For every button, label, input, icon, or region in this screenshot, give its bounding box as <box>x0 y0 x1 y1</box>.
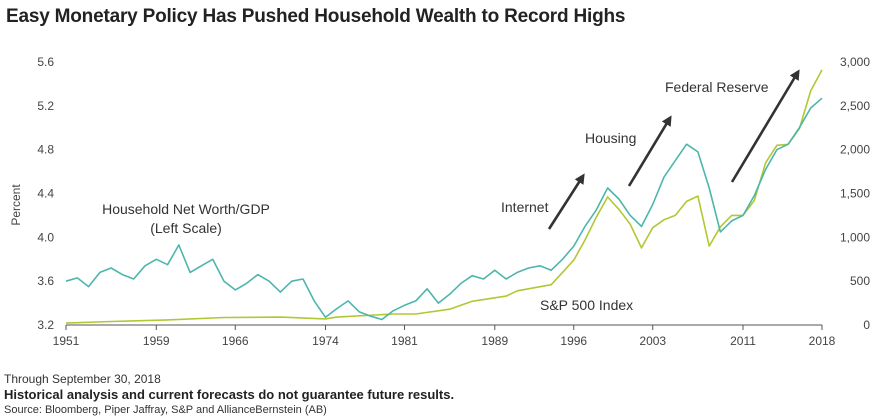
x-tick-label: 1989 <box>481 334 508 348</box>
y-left-tick-label: 4.8 <box>37 143 54 157</box>
series-lines <box>65 69 823 324</box>
y-left-tick-label: 5.2 <box>37 99 54 113</box>
y-left-tick-label: 4.4 <box>37 187 54 201</box>
y-right-tick-label: 1,500 <box>840 187 870 201</box>
y-left-tick-label: 3.6 <box>37 274 54 288</box>
networth-line <box>65 97 823 321</box>
y-left-tick-label: 4.0 <box>37 230 54 244</box>
y-right-tick-label: 0 <box>863 318 870 332</box>
axes: 1951 1959 1966 1974 1981 1989 1996 2003 2011 2018… <box>37 55 870 348</box>
y-left-tick-label: 3.2 <box>37 318 54 332</box>
x-tick-label: 1951 <box>53 334 80 348</box>
chart: 1951 1959 1966 1974 1981 1989 1996 2003 2011 2018… <box>9 55 870 348</box>
x-tick-label: 1966 <box>222 334 249 348</box>
networth-label-line1: Household Net Worth/GDP <box>102 201 270 217</box>
sp500-line <box>65 69 823 324</box>
annotation-internet: Internet <box>501 199 549 215</box>
sp500-label: S&P 500 Index <box>540 297 633 313</box>
annotation-federal-reserve: Federal Reserve <box>665 79 769 95</box>
y-right-tick-label: 2,500 <box>840 99 870 113</box>
x-tick-label: 1996 <box>560 334 587 348</box>
arrow-internet <box>547 173 585 230</box>
y-left-tick-label: 5.6 <box>37 55 54 69</box>
footer-disclaimer: Historical analysis and current forecast… <box>4 387 455 402</box>
annotation-arrows <box>547 69 800 230</box>
footer-source: Source: Bloomberg, Piper Jaffray, S&P an… <box>4 404 327 416</box>
arrow-federal-reserve <box>730 69 800 183</box>
y-right-tick-label: 1,000 <box>840 230 870 244</box>
y-axis-label: Percent <box>9 184 23 226</box>
y-right-tick-label: 3,000 <box>840 55 870 69</box>
x-tick-label: 1959 <box>143 334 170 348</box>
arrow-housing <box>627 115 672 187</box>
x-tick-label: 2018 <box>809 334 836 348</box>
x-tick-label: 2003 <box>639 334 666 348</box>
x-tick-label: 1974 <box>312 334 339 348</box>
x-tick-label: 2011 <box>730 334 756 348</box>
x-tick-label: 1981 <box>391 334 418 348</box>
annotation-housing: Housing <box>585 130 636 146</box>
chart-title: Easy Monetary Policy Has Pushed Househol… <box>6 6 626 27</box>
footer-through-date: Through September 30, 2018 <box>4 372 161 386</box>
y-right-tick-label: 2,000 <box>840 143 870 157</box>
networth-label-line2: (Left Scale) <box>150 220 222 236</box>
y-right-tick-label: 500 <box>850 274 870 288</box>
